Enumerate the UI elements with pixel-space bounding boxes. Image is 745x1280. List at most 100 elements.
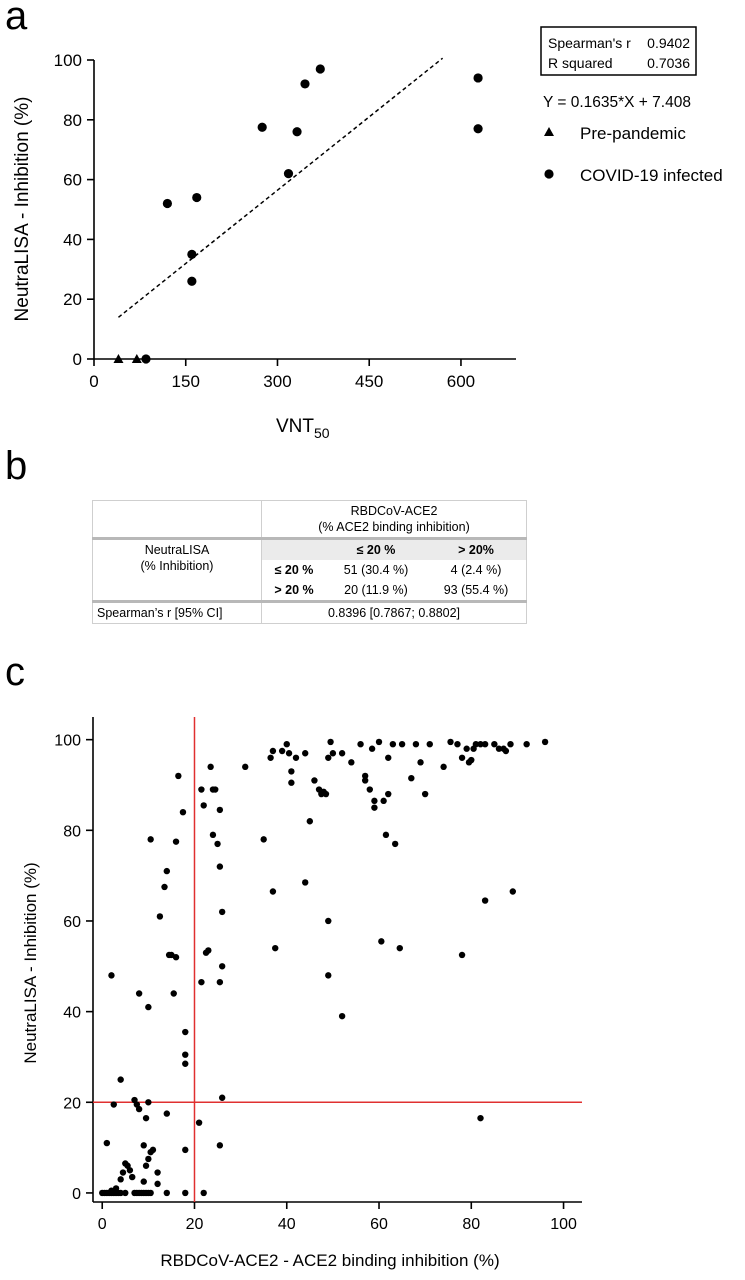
data-point	[477, 1114, 484, 1122]
data-point	[495, 745, 503, 752]
data-point	[311, 777, 318, 784]
data-point	[378, 938, 385, 945]
data-point	[481, 897, 489, 904]
chart-c-y-tick-label: 80	[63, 823, 81, 840]
data-point	[126, 1167, 134, 1174]
data-point	[198, 786, 205, 793]
data-point	[447, 738, 454, 746]
data-point	[147, 836, 154, 843]
data-point	[163, 1189, 171, 1197]
data-point-pre-pandemic	[113, 354, 124, 363]
chart-c-y-tick-label: 40	[63, 1005, 81, 1022]
data-point	[385, 754, 392, 761]
data-point-covid	[283, 169, 294, 179]
table-corner	[92, 500, 262, 539]
data-point	[278, 747, 286, 755]
chart-a-xlabel-subscript: 50	[314, 425, 330, 441]
data-point	[260, 836, 267, 843]
data-point	[396, 944, 403, 952]
data-point	[145, 1003, 152, 1011]
data-point	[325, 972, 332, 979]
data-point	[216, 1142, 224, 1149]
data-point	[182, 1060, 189, 1067]
data-point	[412, 740, 420, 748]
data-point	[371, 797, 378, 805]
data-point	[380, 797, 387, 805]
data-point-covid	[292, 127, 302, 137]
data-point-covid	[187, 276, 197, 286]
chart-a-ylabel: NeutraLISA - Inhibition (%)	[12, 97, 33, 322]
chart-a-xlabel: VNT50	[276, 416, 330, 441]
data-point	[156, 913, 164, 920]
table-col-label: > 20%	[426, 537, 527, 560]
data-point-covid	[257, 122, 267, 132]
data-point	[135, 990, 143, 997]
chart-a-y-tick-label: 0	[73, 350, 82, 369]
chart-a-x-tick-label: 450	[355, 372, 383, 391]
data-point	[103, 1139, 111, 1147]
data-point	[417, 759, 424, 766]
data-point	[285, 750, 293, 757]
chart-c-x-tick-label: 80	[462, 1216, 480, 1233]
data-point	[375, 738, 383, 746]
data-point	[366, 786, 373, 793]
data-point	[385, 790, 392, 798]
chart-c-x-tick-label: 0	[98, 1216, 107, 1233]
chart-c-x-tick-label: 20	[186, 1216, 204, 1233]
chart-a-x-tick-label: 0	[89, 372, 98, 391]
data-point-covid	[162, 198, 172, 209]
data-point	[200, 1189, 207, 1197]
legend-label-covid: COVID-19 infected	[580, 166, 723, 185]
data-point	[117, 1076, 124, 1083]
data-point	[140, 1178, 147, 1185]
data-point	[242, 763, 249, 771]
data-point	[216, 978, 224, 986]
table-cell: 20 (11.9 %)	[326, 580, 426, 603]
contingency-table: RBDCoV-ACE2 (% ACE2 binding inhibition) …	[92, 500, 527, 624]
data-point	[129, 1173, 136, 1181]
data-point	[170, 990, 177, 997]
legend-triangle-marker	[544, 127, 554, 136]
data-point	[149, 1146, 157, 1154]
data-point	[117, 1176, 124, 1183]
data-point	[477, 740, 484, 748]
panel-letter-b: b	[5, 444, 28, 488]
stats-value-rsquared: 0.7036	[647, 55, 690, 71]
data-point	[408, 774, 415, 782]
table-col-label: ≤ 20 %	[326, 537, 426, 560]
data-point	[117, 1189, 124, 1197]
data-point	[198, 978, 205, 986]
table-row-header-line2: (% Inhibition)	[140, 559, 214, 573]
data-point	[368, 745, 376, 752]
data-point	[112, 1185, 120, 1192]
data-point-covid	[315, 64, 325, 74]
table-cell: 93 (55.4 %)	[426, 580, 527, 603]
data-point	[218, 963, 226, 970]
data-point	[348, 759, 355, 766]
data-point	[507, 740, 514, 748]
data-point	[218, 1094, 226, 1101]
data-point	[541, 738, 549, 746]
data-point	[205, 947, 212, 954]
chart-c-scatter: 0 20 40 60 80 100 0 20 40 60 80 100 NeutraLISA - In…	[21, 717, 582, 1270]
table-cell: 4 (2.4 %)	[426, 560, 527, 580]
data-point	[458, 754, 466, 761]
data-point	[509, 888, 517, 895]
data-point	[108, 972, 115, 979]
chart-a-y-tick-label: 20	[63, 290, 82, 309]
data-point	[306, 818, 314, 825]
data-point	[216, 806, 224, 814]
data-point	[302, 879, 309, 886]
data-point	[325, 917, 332, 925]
data-point	[218, 908, 226, 916]
data-point	[288, 779, 295, 786]
stats-label-spearman: Spearman's r	[548, 35, 631, 51]
data-point	[209, 831, 217, 839]
stats-value-spearman: 0.9402	[647, 35, 690, 51]
table-row-header-line1: NeutraLISA	[144, 543, 210, 557]
chart-a-y-tick-label: 60	[63, 171, 82, 190]
data-point	[269, 888, 277, 895]
chart-a-y-tick-label: 100	[54, 51, 82, 70]
data-point	[172, 838, 180, 845]
chart-c-x-tick-label: 100	[550, 1216, 577, 1233]
